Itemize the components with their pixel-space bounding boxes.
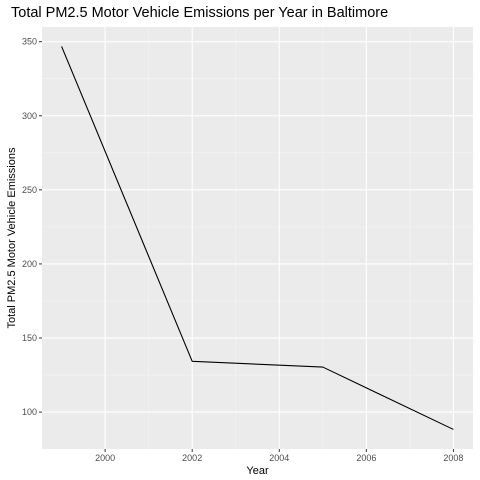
minor-gridlines: [42, 27, 473, 449]
chart-title: Total PM2.5 Motor Vehicle Emissions per …: [11, 5, 388, 21]
series-layer: [61, 46, 454, 430]
y-axis: 100 150 200 250 300 350: [22, 37, 42, 417]
y-tick-label: 200: [22, 259, 37, 269]
y-tick-label: 100: [22, 407, 37, 417]
major-gridlines: [42, 27, 473, 449]
y-tick-label: 250: [22, 185, 37, 195]
y-tick-label: 350: [22, 37, 37, 47]
plot-panel: [42, 27, 473, 449]
y-tick-label: 150: [22, 333, 37, 343]
x-axis: 2000 2002 2004 2006 2008: [95, 449, 463, 463]
x-tick-label: 2008: [443, 453, 463, 463]
x-tick-label: 2002: [182, 453, 202, 463]
x-tick-label: 2004: [269, 453, 289, 463]
x-tick-label: 2000: [95, 453, 115, 463]
series-line: [61, 46, 454, 430]
y-tick-label: 300: [22, 111, 37, 121]
x-axis-title: Year: [246, 465, 269, 477]
y-axis-title: Total PM2.5 Motor Vehicle Emissions: [6, 147, 18, 328]
x-tick-label: 2006: [356, 453, 376, 463]
